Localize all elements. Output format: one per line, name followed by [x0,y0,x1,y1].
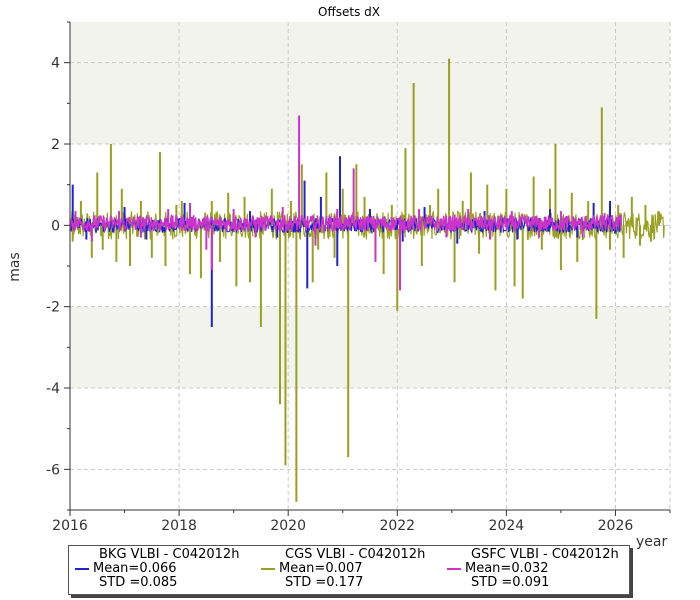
plot-background [70,22,670,510]
legend-mean-bkg: Mean=0.066 [93,561,177,576]
series-layer [69,58,665,502]
series-line [69,213,622,234]
legend-swatch-bkg [75,568,89,570]
legend-swatch-cgs [261,568,275,570]
legend-mean-gsfc-row: Mean=0.032 [447,562,619,576]
legend-label-cgs: CGS VLBI - C042012h [285,547,426,562]
legend: BKG VLBI - C042012h Mean=0.066 STD =0.08… [68,545,630,595]
legend-label-bkg: BKG VLBI - C042012h [99,547,240,562]
y-tick-label: -4 [46,381,60,397]
legend-label-gsfc: GSFC VLBI - C042012h [471,547,619,562]
x-tick-label: 2020 [270,518,306,534]
y-tick-label: 2 [51,137,60,153]
legend-std-gsfc: STD =0.091 [471,575,550,590]
tick-labels: -6 -4 -2 0 2 4 2016 2018 2020 2022 2024 2026 [46,56,633,534]
axes [64,21,671,516]
y-tick-label: -6 [46,462,60,478]
x-tick-label: 2018 [161,518,197,534]
legend-item-gsfc: GSFC VLBI - C042012h Mean=0.032 STD =0.0… [447,548,619,590]
legend-mean-bkg-row: Mean=0.066 [75,562,239,576]
legend-item-cgs: CGS VLBI - C042012h Mean=0.007 STD =0.17… [261,548,425,590]
legend-mean-gsfc: Mean=0.032 [465,561,549,576]
legend-mean-cgs-row: Mean=0.007 [261,562,425,576]
x-tick-label: 2026 [598,518,634,534]
y-tick-label: 0 [51,218,60,234]
legend-item-bkg: BKG VLBI - C042012h Mean=0.066 STD =0.08… [75,548,239,590]
y-tick-label: -2 [46,300,60,316]
x-tick-label: 2024 [489,518,525,534]
legend-swatch-gsfc [447,568,461,570]
chart-title: Offsets dX [318,5,380,19]
shaded-band [70,22,670,144]
legend-mean-cgs: Mean=0.007 [279,561,363,576]
x-tick-label: 2022 [379,518,415,534]
x-tick-label: 2016 [52,518,88,534]
x-axis-label: year [636,534,667,550]
legend-std-bkg: STD =0.085 [99,575,178,590]
shaded-band [70,306,670,388]
series-gsfc [69,115,622,291]
y-tick-label: 4 [51,56,60,72]
y-axis-label: mas [7,252,23,282]
legend-std-cgs: STD =0.177 [285,575,364,590]
